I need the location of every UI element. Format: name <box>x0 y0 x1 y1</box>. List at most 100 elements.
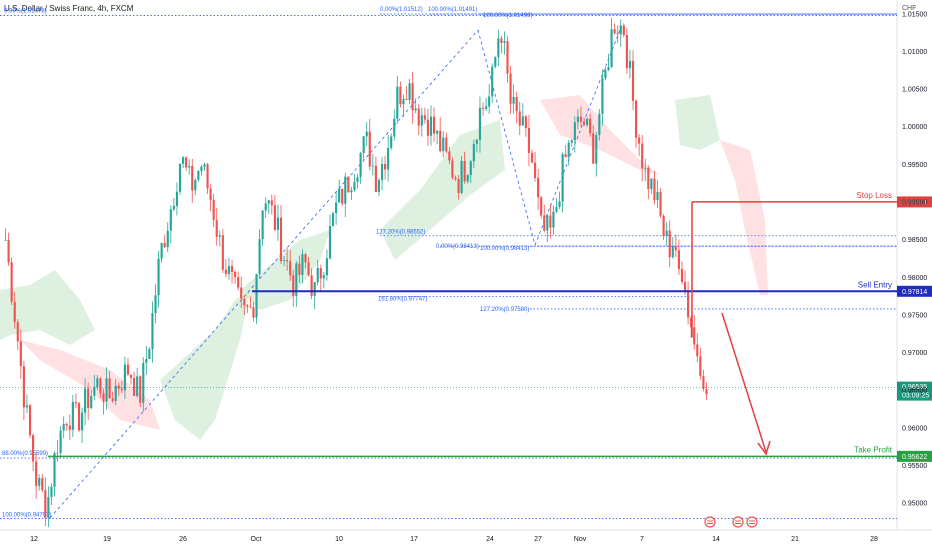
candle-body <box>246 305 249 307</box>
candle-body <box>696 344 699 357</box>
candle-body <box>527 128 531 153</box>
candle-body <box>601 78 604 114</box>
zone-price-tag <box>897 450 932 462</box>
x-tick-label: 24 <box>486 536 494 543</box>
fib-label: 0.00%(1.01512) <box>380 7 423 13</box>
candle-body <box>261 210 264 240</box>
candle-body <box>613 29 616 34</box>
x-tick-label: 10 <box>335 536 343 543</box>
candle-body <box>423 115 426 120</box>
candle-body <box>255 273 258 318</box>
candle-body <box>154 295 157 314</box>
candle-body <box>35 461 38 486</box>
candle-body <box>665 230 668 237</box>
candle-body <box>570 140 573 143</box>
candle-body <box>693 327 696 345</box>
fib-label: 127.20%(0.97580) <box>480 307 529 313</box>
time-axis[interactable]: 12 19 26 Oct 10 17 24 27 Nov 7 14 21 28 <box>30 536 878 543</box>
candle-body <box>313 282 316 296</box>
candle-body <box>74 401 78 404</box>
y-tick-label: 0.99000 <box>902 200 927 207</box>
candle-body <box>377 180 381 192</box>
candle-series <box>4 18 708 528</box>
candle-body <box>4 239 7 241</box>
candle-body <box>448 151 451 161</box>
candle-body <box>365 131 368 137</box>
candle-body <box>396 86 399 119</box>
candle-body <box>194 179 197 191</box>
candle-body <box>145 359 148 363</box>
candle-body <box>276 217 280 230</box>
candle-body <box>123 364 126 391</box>
candle-body <box>417 108 420 126</box>
event-markers[interactable] <box>704 516 758 528</box>
candle-body <box>191 165 194 191</box>
candle-body <box>316 268 319 283</box>
candle-body <box>16 322 19 342</box>
price-axis[interactable]: 0.95000 0.95500 0.96000 0.96500 0.97000 0.975… <box>902 11 927 507</box>
cloud-area <box>675 95 720 150</box>
x-tick-label: Oct <box>251 536 262 543</box>
candle-body <box>512 96 515 104</box>
candle-body <box>616 33 619 35</box>
x-tick-label: 26 <box>179 536 187 543</box>
candle-body <box>687 291 690 318</box>
candle-body <box>90 395 93 409</box>
cloud-area <box>20 340 160 430</box>
candle-body <box>668 230 671 258</box>
candle-body <box>690 317 693 328</box>
candle-body <box>292 275 295 297</box>
fib-label: 100.00%(1.01491) <box>428 7 477 13</box>
y-tick-label: 1.00500 <box>902 87 927 94</box>
currency-label: CHF <box>902 5 917 12</box>
candle-body <box>530 152 534 163</box>
candle-body <box>105 378 108 402</box>
candle-body <box>157 258 160 296</box>
y-tick-label: 0.97000 <box>902 350 927 357</box>
candle-body <box>546 215 549 231</box>
candle-body <box>567 142 570 158</box>
y-tick-label: 0.98500 <box>902 237 927 244</box>
fib-label: 161.80%(0.97747) <box>378 296 427 302</box>
candle-body <box>521 116 524 126</box>
candle-body <box>38 478 41 486</box>
candle-body <box>129 374 133 378</box>
candle-body <box>273 205 276 230</box>
projection-arrow <box>721 312 767 453</box>
candle-body <box>500 38 503 43</box>
candle-body <box>368 131 371 167</box>
candle-body <box>537 177 540 198</box>
x-tick-label: 21 <box>791 536 799 543</box>
fibonacci-lines: 0.00%(1.01478) 0.00%(1.01512) 100.00%(1.01… <box>0 7 897 519</box>
candle-body <box>53 453 56 487</box>
candle-body <box>234 271 237 278</box>
candle-body <box>13 301 16 323</box>
candle-body <box>650 178 653 190</box>
zone-price-label: 0.99001 <box>902 199 927 206</box>
candle-body <box>677 250 680 270</box>
candle-body <box>218 235 221 237</box>
candle-body <box>485 106 488 109</box>
us-flag-icon[interactable] <box>746 516 758 528</box>
candle-body <box>414 108 417 111</box>
candle-body <box>533 162 537 178</box>
candle-body <box>286 260 289 262</box>
us-flag-icon[interactable] <box>732 516 744 528</box>
candle-body <box>408 83 411 100</box>
candle-body <box>592 133 595 164</box>
candle-body <box>595 135 598 164</box>
cloud-area <box>0 270 95 345</box>
y-tick-label: 1.00000 <box>902 124 927 131</box>
candle-body <box>347 176 350 193</box>
candle-body <box>41 478 44 491</box>
candle-body <box>215 220 218 237</box>
candle-body <box>625 34 628 69</box>
candle-body <box>172 205 175 210</box>
us-flag-icon[interactable] <box>704 516 716 528</box>
candle-body <box>598 113 601 136</box>
candle-body <box>206 164 209 189</box>
candle-body <box>586 118 589 125</box>
candle-body <box>178 163 182 192</box>
candle-body <box>380 164 384 181</box>
